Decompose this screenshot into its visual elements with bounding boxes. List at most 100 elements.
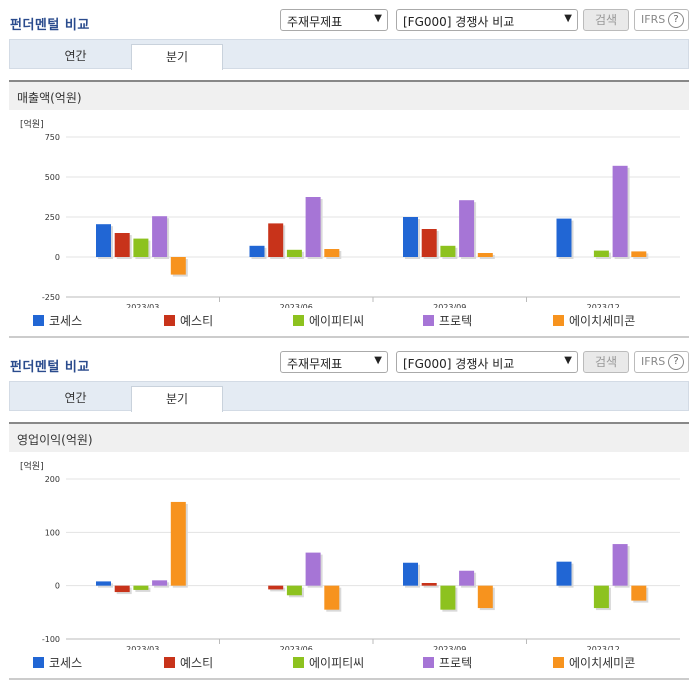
legend-item[interactable]: 에이피티씨 xyxy=(293,312,364,329)
peer-group-select[interactable]: [FG000] 경쟁사 비교 ▼ xyxy=(396,9,578,31)
x-tick-label: 2023/12 xyxy=(587,645,620,650)
fundamental-panel-revenue: 펀더멘털 비교 주재무제표 ▼ [FG000] 경쟁사 비교 ▼ 검색 IFRS? … xyxy=(0,9,696,338)
legend-swatch xyxy=(164,657,175,668)
legend-item[interactable]: 프로텍 xyxy=(423,654,472,671)
legend-swatch xyxy=(33,315,44,326)
bar-0-0[interactable] xyxy=(96,581,111,586)
divider xyxy=(9,678,689,680)
y-tick-label: 750 xyxy=(45,133,60,142)
panel-header: 펀더멘털 비교 주재무제표 ▼ [FG000] 경쟁사 비교 ▼ 검색 IFRS? xyxy=(0,342,696,380)
bar-0-2[interactable] xyxy=(133,585,149,590)
bar-0-0[interactable] xyxy=(96,224,111,257)
legend-label: 에이피티씨 xyxy=(309,656,365,670)
bar-2-3[interactable] xyxy=(459,200,475,257)
x-tick-label: 2023/12 xyxy=(587,303,620,308)
bar-3-4[interactable] xyxy=(631,251,647,257)
legend-label: 코세스 xyxy=(49,314,83,328)
statement-type-value: 주재무제표 xyxy=(287,357,343,371)
legend-item[interactable]: 예스티 xyxy=(164,654,213,671)
bar-2-2[interactable] xyxy=(440,585,456,610)
legend-label: 예스티 xyxy=(180,314,214,328)
bar-1-0[interactable] xyxy=(249,245,265,257)
y-tick-label: 250 xyxy=(45,213,60,222)
x-tick-label: 2023/03 xyxy=(126,303,159,308)
bar-0-2[interactable] xyxy=(133,238,149,257)
bar-2-0[interactable] xyxy=(403,562,418,586)
tab-annual[interactable]: 연간 xyxy=(64,49,87,63)
legend-item[interactable]: 에이피티씨 xyxy=(293,654,364,671)
chevron-down-icon: ▼ xyxy=(564,355,572,366)
bar-2-4[interactable] xyxy=(477,253,493,257)
bar-0-4[interactable] xyxy=(170,257,186,275)
bar-3-2[interactable] xyxy=(593,250,609,257)
help-icon[interactable]: ? xyxy=(668,12,684,28)
bar-1-3[interactable] xyxy=(305,552,321,586)
y-tick-label: -100 xyxy=(42,635,60,644)
x-tick-label: 2023/09 xyxy=(433,303,466,308)
bar-1-4[interactable] xyxy=(324,585,340,610)
legend-item[interactable]: 에이치세미콘 xyxy=(553,654,635,671)
ifrs-button[interactable]: IFRS? xyxy=(634,351,689,373)
bar-1-2[interactable] xyxy=(286,585,302,596)
bar-0-4[interactable] xyxy=(170,501,186,586)
bar-1-1[interactable] xyxy=(268,585,284,590)
bar-2-1[interactable] xyxy=(421,583,437,586)
legend-item[interactable]: 프로텍 xyxy=(423,312,472,329)
y-unit-label: [억원] xyxy=(20,460,44,472)
statement-type-select[interactable]: 주재무제표 ▼ xyxy=(280,351,388,373)
search-button[interactable]: 검색 xyxy=(583,9,629,31)
panel-title: 펀더멘털 비교 xyxy=(10,18,90,33)
peer-group-select[interactable]: [FG000] 경쟁사 비교 ▼ xyxy=(396,351,578,373)
bar-2-3[interactable] xyxy=(459,570,475,586)
chart-legend: 코세스 예스티 에이피티씨 프로텍 에이치세미콘 xyxy=(0,312,696,330)
statement-type-select[interactable]: 주재무제표 ▼ xyxy=(280,9,388,31)
legend-swatch xyxy=(293,657,304,668)
bar-1-4[interactable] xyxy=(324,249,340,257)
peer-group-value: [FG000] 경쟁사 비교 xyxy=(403,15,515,29)
bar-3-0[interactable] xyxy=(556,218,572,257)
peer-group-value: [FG000] 경쟁사 비교 xyxy=(403,357,515,371)
bar-shadow xyxy=(270,587,286,592)
x-tick-label: 2023/03 xyxy=(126,645,159,650)
x-tick-label: 2023/09 xyxy=(433,645,466,650)
legend-label: 예스티 xyxy=(180,656,214,670)
bar-1-1[interactable] xyxy=(268,223,284,257)
bar-2-4[interactable] xyxy=(477,585,493,609)
bar-shadow xyxy=(423,585,439,588)
bar-0-1[interactable] xyxy=(114,585,130,593)
bar-0-3[interactable] xyxy=(152,580,168,586)
legend-swatch xyxy=(164,315,175,326)
bar-2-0[interactable] xyxy=(403,217,418,257)
legend-item[interactable]: 코세스 xyxy=(33,312,82,329)
tab-quarterly[interactable]: 분기 xyxy=(131,386,223,412)
legend-item[interactable]: 코세스 xyxy=(33,654,82,671)
fundamental-panel-operating-profit: 펀더멘털 비교 주재무제표 ▼ [FG000] 경쟁사 비교 ▼ 검색 IFRS? … xyxy=(0,342,696,684)
bar-1-2[interactable] xyxy=(286,249,302,257)
legend-item[interactable]: 에이치세미콘 xyxy=(553,312,635,329)
bar-3-0[interactable] xyxy=(556,561,572,586)
bar-2-2[interactable] xyxy=(440,245,456,257)
legend-label: 에이치세미콘 xyxy=(569,314,636,328)
bar-3-3[interactable] xyxy=(612,544,628,586)
legend-label: 코세스 xyxy=(49,656,83,670)
ifrs-label: IFRS xyxy=(641,13,666,26)
tab-annual[interactable]: 연간 xyxy=(64,391,87,405)
bar-0-1[interactable] xyxy=(114,233,130,257)
y-unit-label: [억원] xyxy=(20,118,44,130)
bar-3-4[interactable] xyxy=(631,585,647,601)
chart-legend: 코세스 예스티 에이피티씨 프로텍 에이치세미콘 xyxy=(0,654,696,672)
bar-2-1[interactable] xyxy=(421,229,437,257)
bar-3-3[interactable] xyxy=(612,165,628,257)
legend-swatch xyxy=(553,315,564,326)
search-button[interactable]: 검색 xyxy=(583,351,629,373)
legend-item[interactable]: 예스티 xyxy=(164,312,213,329)
bar-3-2[interactable] xyxy=(593,585,609,609)
y-tick-label: 100 xyxy=(45,528,60,537)
x-tick-label: 2023/06 xyxy=(280,645,313,650)
divider xyxy=(9,336,689,338)
help-icon[interactable]: ? xyxy=(668,354,684,370)
bar-0-3[interactable] xyxy=(152,216,168,257)
ifrs-button[interactable]: IFRS? xyxy=(634,9,689,31)
tab-quarterly[interactable]: 분기 xyxy=(131,44,223,70)
bar-1-3[interactable] xyxy=(305,197,321,257)
